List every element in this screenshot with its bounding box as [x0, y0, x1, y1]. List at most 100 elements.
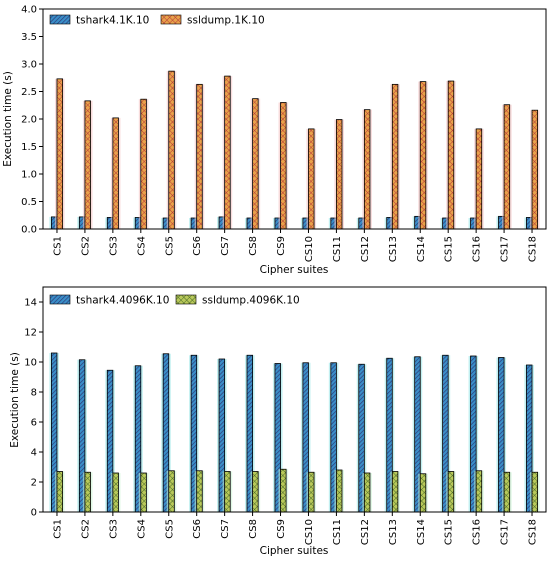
y-tick-label-bottom: 2 — [31, 478, 37, 489]
chart-bottom-bars — [49, 352, 540, 513]
x-tick-label-bottom: CS4 — [136, 519, 147, 539]
bar-bottom-series2 — [140, 472, 147, 513]
x-tick-label-top: CS11 — [332, 236, 343, 262]
chart-bottom-legend: tshark4.4096K.10 ssldump.4096K.10 — [49, 294, 300, 307]
chart-top-bars — [49, 70, 540, 230]
x-tick-label-bottom: CS10 — [304, 519, 315, 545]
bar-bottom-series2 — [363, 472, 371, 513]
chart-top-xlabel: Cipher suites — [260, 264, 329, 276]
x-tick-label-bottom: CS12 — [360, 519, 371, 545]
y-tick-label-bottom: 12 — [24, 328, 37, 339]
x-tick-label-top: CS18 — [528, 236, 539, 262]
x-tick-label-bottom: CS17 — [500, 519, 511, 545]
bar-top-series2 — [84, 100, 91, 230]
x-tick-label-top: CS3 — [108, 236, 119, 256]
bar-top-series2 — [280, 102, 287, 230]
bar-bottom-series2 — [196, 470, 203, 513]
bar-bottom-series2 — [336, 469, 343, 513]
y-tick-label-top: 2.0 — [21, 115, 37, 126]
bar-top-series2 — [503, 104, 511, 230]
x-tick-label-bottom: CS8 — [248, 519, 259, 539]
chart-bottom-frame — [42, 286, 547, 513]
x-tick-label-top: CS14 — [416, 236, 427, 262]
bar-top-series2 — [168, 70, 175, 230]
chart-top-xaxis: CS1 CS2 CS3 CS4 CS5 CS6 CS7 CS8 CS9 CS10 CS11 CS12 C… — [52, 229, 539, 262]
x-tick-label-top: CS16 — [472, 236, 483, 262]
x-tick-label-bottom: CS15 — [444, 519, 455, 545]
y-tick-label-top: 0.5 — [21, 197, 37, 208]
bar-top-series2 — [140, 98, 147, 230]
bar-top-series2 — [56, 78, 63, 230]
y-tick-label-bottom: 0 — [31, 508, 37, 519]
chart-top-legend: tshark4.1K.10 ssldump.1K.10 — [49, 14, 265, 27]
legend-bottom-label-b: ssldump.4096K.10 — [202, 295, 300, 307]
bar-top-series2 — [475, 128, 483, 230]
y-tick-label-top: 3.0 — [21, 60, 37, 71]
x-tick-label-bottom: CS9 — [276, 519, 287, 539]
chart-bottom-xaxis: CS1 CS2 CS3 CS4 CS5 CS6 CS7 CS8 CS9 CS10 CS11 CS12 C… — [52, 512, 539, 545]
legend-top-swatch-b — [160, 14, 182, 25]
bar-top-series2 — [336, 119, 343, 230]
x-tick-label-bottom: CS14 — [416, 519, 427, 545]
x-tick-label-top: CS9 — [276, 236, 287, 256]
legend-top-swatch-a — [49, 14, 71, 25]
bar-top-series2 — [419, 81, 427, 230]
bar-top-series2 — [224, 75, 231, 230]
x-tick-label-top: CS2 — [80, 236, 91, 256]
y-tick-label-top: 1.5 — [21, 142, 37, 153]
x-tick-label-top: CS10 — [304, 236, 315, 262]
x-tick-label-top: CS13 — [388, 236, 399, 262]
y-tick-label-top: 3.5 — [21, 32, 37, 43]
bar-bottom-series2 — [224, 471, 231, 513]
legend-bottom-swatch-b — [175, 294, 197, 305]
bar-bottom-series2 — [391, 471, 399, 513]
legend-bottom-label-a: tshark4.4096K.10 — [76, 295, 169, 307]
x-tick-label-bottom: CS5 — [164, 519, 175, 539]
x-tick-label-top: CS17 — [500, 236, 511, 262]
x-tick-label-top: CS5 — [164, 236, 175, 256]
bar-bottom-series2 — [112, 472, 119, 513]
x-tick-label-top: CS12 — [360, 236, 371, 262]
bar-top-series2 — [196, 83, 203, 230]
x-tick-label-bottom: CS6 — [192, 519, 203, 539]
y-tick-label-top: 1.0 — [21, 170, 37, 181]
y-tick-label-bottom: 14 — [24, 298, 37, 309]
bar-bottom-series2 — [56, 471, 63, 513]
chart-bottom-xlabel: Cipher suites — [260, 545, 329, 557]
y-tick-label-bottom: 10 — [24, 358, 37, 369]
bar-top-series2 — [252, 98, 259, 230]
chart-top-yaxis: 0.0 0.5 1.0 1.5 2.0 2.5 3.0 3.5 4.0 — [21, 5, 43, 236]
x-tick-label-bottom: CS3 — [108, 519, 119, 539]
x-tick-label-bottom: CS1 — [52, 519, 63, 539]
chart-bottom-ylabel: Execution time (s) — [9, 352, 21, 448]
chart-top: 0.0 0.5 1.0 1.5 2.0 2.5 3.0 3.5 4.0 CS1 CS2 CS3 CS4… — [2, 5, 547, 276]
chart-top-ylabel: Execution time (s) — [2, 71, 14, 167]
bar-bottom-series2 — [503, 471, 511, 513]
x-tick-label-top: CS1 — [52, 236, 63, 256]
x-tick-label-bottom: CS2 — [80, 519, 91, 539]
x-tick-label-top: CS7 — [220, 236, 231, 256]
bar-bottom-series2 — [168, 470, 175, 513]
x-tick-label-bottom: CS7 — [220, 519, 231, 539]
bar-bottom-series2 — [531, 471, 539, 513]
x-tick-label-bottom: CS18 — [528, 519, 539, 545]
x-tick-label-bottom: CS16 — [472, 519, 483, 545]
bar-top-series2 — [531, 109, 539, 230]
bar-bottom-series2 — [84, 471, 91, 513]
bar-bottom-series2 — [308, 471, 315, 513]
y-tick-label-top: 4.0 — [21, 5, 37, 16]
bar-bottom-series2 — [475, 470, 483, 513]
x-tick-label-top: CS8 — [248, 236, 259, 256]
bar-top-series2 — [112, 117, 119, 230]
x-tick-label-bottom: CS11 — [332, 519, 343, 545]
bar-bottom-series2 — [419, 473, 427, 513]
x-tick-label-top: CS6 — [192, 236, 203, 256]
x-tick-label-top: CS4 — [136, 236, 147, 256]
bar-top-series2 — [363, 109, 371, 230]
bar-bottom-series2 — [280, 468, 287, 513]
x-tick-label-top: CS15 — [444, 236, 455, 262]
y-tick-label-bottom: 6 — [31, 418, 37, 429]
legend-bottom-swatch-a — [49, 294, 71, 305]
